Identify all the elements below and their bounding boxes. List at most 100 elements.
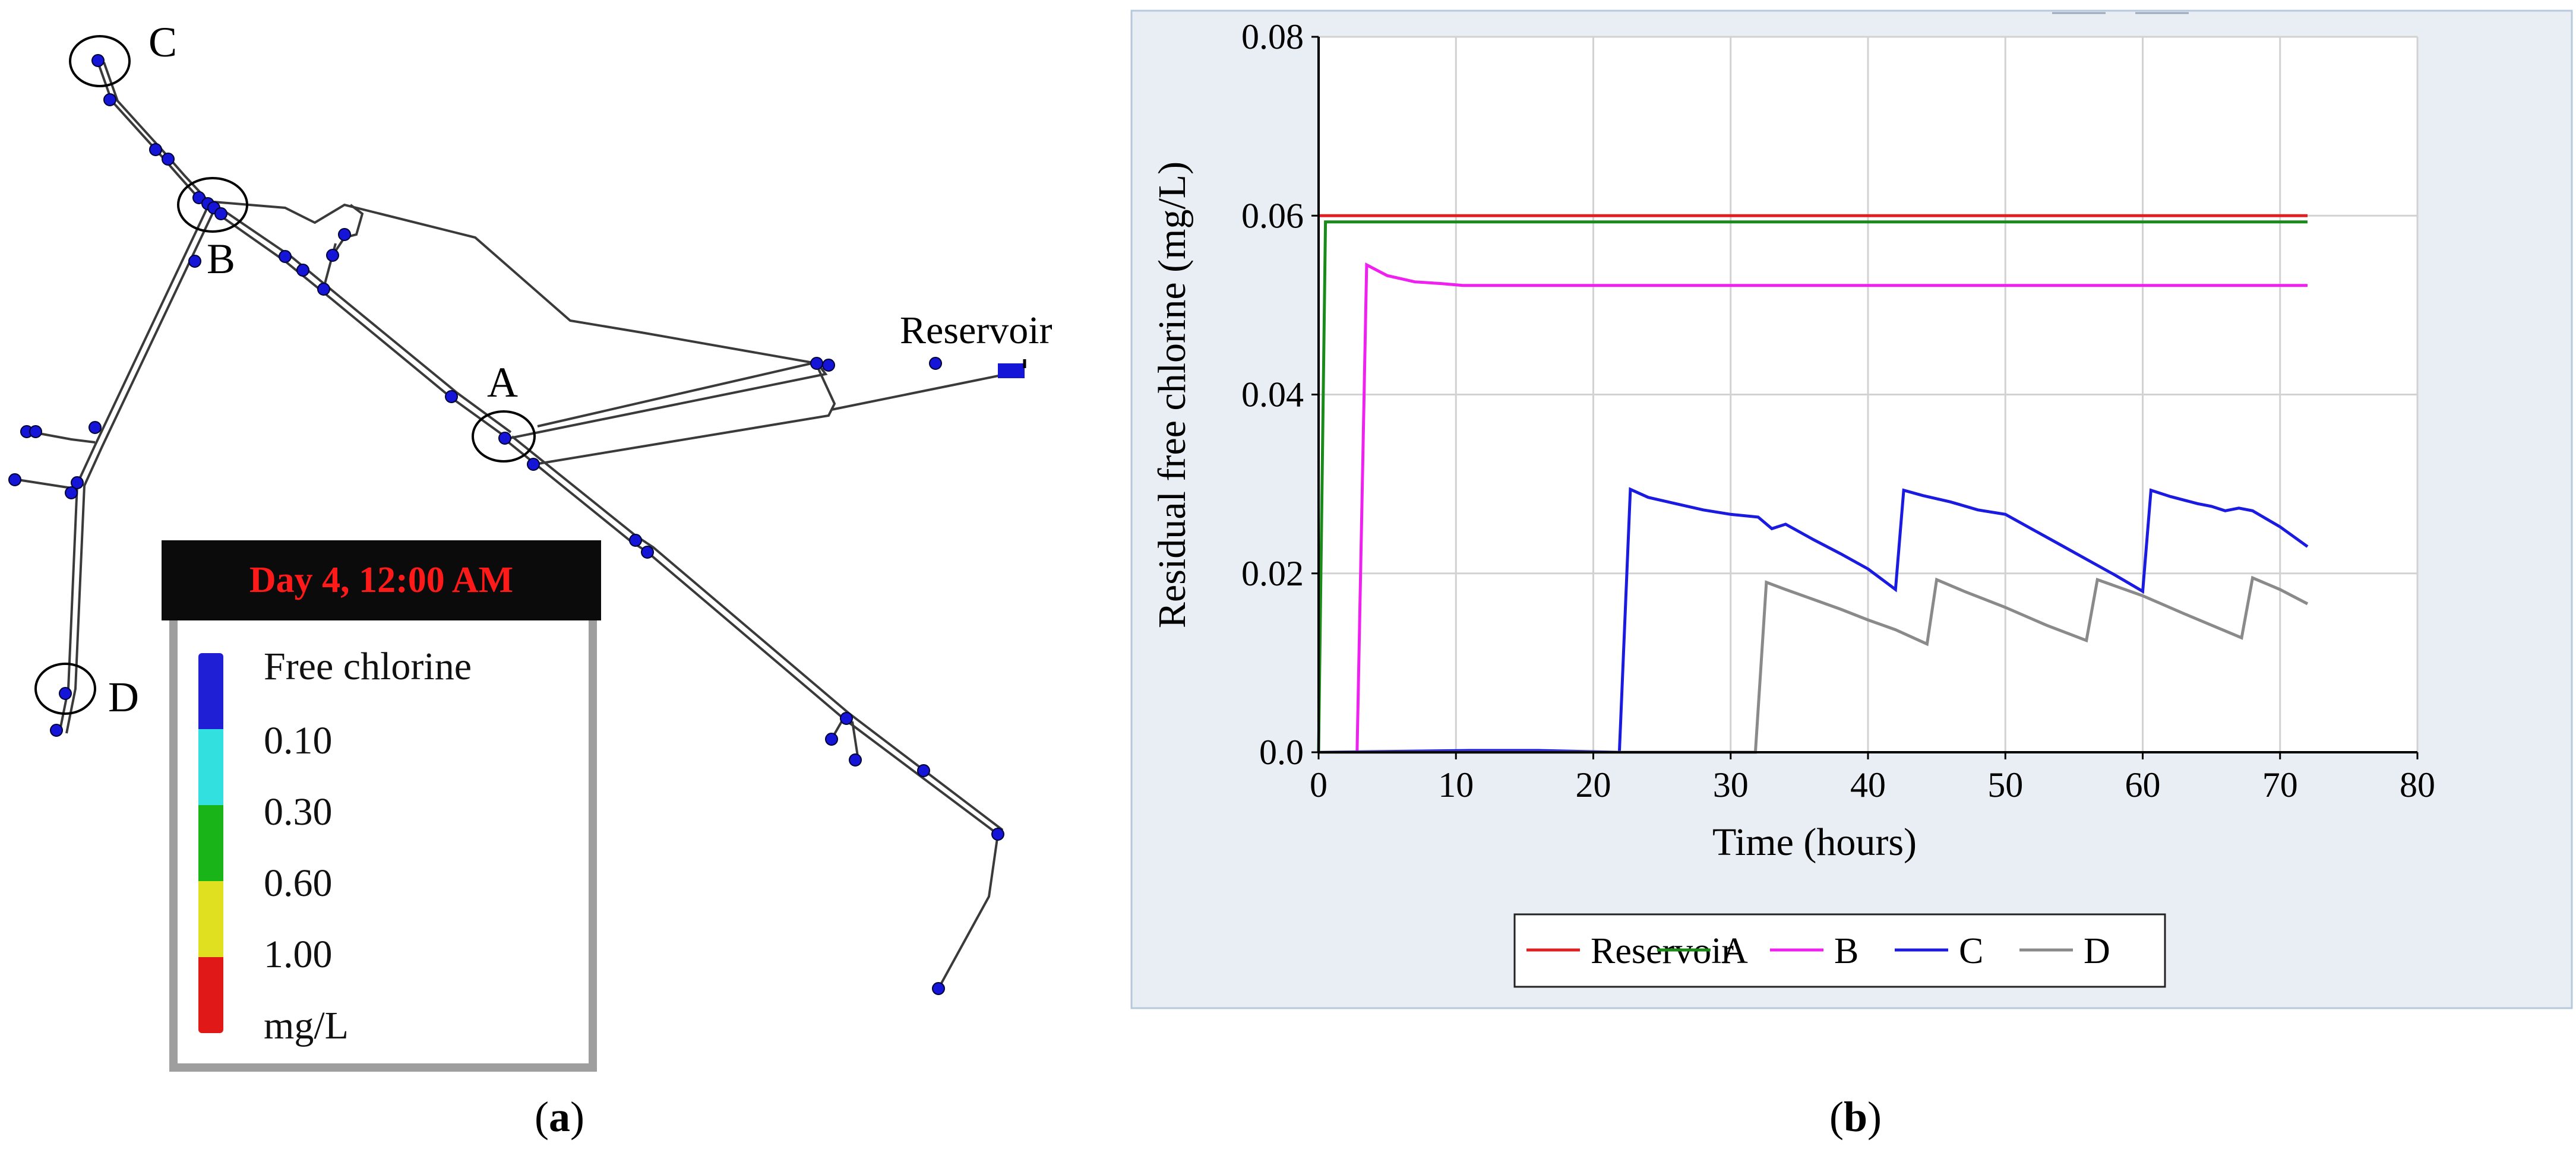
x-tick-label: 30 xyxy=(1713,765,1749,805)
caption-a: (a) xyxy=(535,1093,584,1141)
pipe-b-a-2 xyxy=(210,201,512,433)
node-a-marker xyxy=(472,410,536,463)
series-line-d xyxy=(1319,575,2309,754)
network-node xyxy=(162,153,175,166)
label-b: B xyxy=(207,235,235,283)
legend-label-b: B xyxy=(1834,931,1858,971)
label-d: D xyxy=(108,673,139,721)
network-node xyxy=(50,724,63,737)
network-node xyxy=(641,546,654,559)
legend-level-3: 1.00 xyxy=(264,933,333,976)
y-tick-label: 0.0 xyxy=(1259,733,1304,772)
legend-label-a: A xyxy=(1721,931,1748,971)
legend-colorbar xyxy=(198,653,223,1033)
pipe-north-loop xyxy=(213,201,817,365)
pipe-network-map: C B A D Reservoir xyxy=(8,18,1052,995)
node-b-marker xyxy=(177,177,248,233)
node-d-marker xyxy=(34,663,96,715)
network-node xyxy=(59,687,72,700)
network-node xyxy=(65,486,78,499)
network-node xyxy=(840,712,853,725)
network-node xyxy=(326,249,339,262)
legend-level-0: 0.10 xyxy=(264,719,333,762)
network-node xyxy=(991,828,1004,841)
network-node xyxy=(8,473,21,486)
pipe-west-2 xyxy=(17,479,72,489)
network-node xyxy=(917,764,930,777)
caption-b: (b) xyxy=(1829,1093,1882,1141)
x-tick-label: 60 xyxy=(2125,765,2161,805)
network-node xyxy=(822,359,835,372)
axis-ticks: 0 10 20 30 40 50 60 70 80 0.0 0.02 0.04 0.06 0.08 xyxy=(1241,17,2435,805)
network-node xyxy=(445,390,458,403)
legend-unit: mg/L xyxy=(264,1004,349,1047)
series-line-a xyxy=(1317,220,2308,753)
y-axis-label: Residual free chlorine (mg/L) xyxy=(1150,161,1194,628)
chlorine-chart-panel: 0 10 20 30 40 50 60 70 80 0.0 0.02 0.04 0.06 0.08 Tim… xyxy=(1126,0,2576,1153)
label-c: C xyxy=(148,18,177,66)
residual-chlorine-chart: 0 10 20 30 40 50 60 70 80 0.0 0.02 0.04 0.06 0.08 Tim… xyxy=(1130,9,2573,1009)
x-tick-label: 20 xyxy=(1576,765,1611,805)
network-node xyxy=(825,733,838,746)
x-tick-label: 40 xyxy=(1850,765,1886,805)
chart-series xyxy=(1317,214,2309,754)
legend-level-1: 0.30 xyxy=(264,790,333,834)
network-node xyxy=(810,357,823,370)
network-node xyxy=(498,432,511,445)
legend-timestamp: Day 4, 12:00 AM xyxy=(162,540,601,620)
network-node xyxy=(527,458,540,471)
network-node xyxy=(849,753,862,767)
pipe-to-reservoir xyxy=(831,370,1022,411)
legend-color-4 xyxy=(198,957,223,1033)
pipe-c-b-2 xyxy=(103,62,218,209)
pipe-north-branch xyxy=(331,204,364,256)
concentration-legend: Free chlorine 0.10 0.30 0.60 1.00 mg/L xyxy=(169,620,597,1072)
label-a: A xyxy=(487,359,518,406)
x-axis-label: Time (hours) xyxy=(1712,821,1917,864)
x-tick-label: 80 xyxy=(2400,765,2435,805)
reservoir-marker xyxy=(998,363,1025,378)
network-node xyxy=(629,534,642,547)
network-node xyxy=(88,421,102,434)
x-tick-label: 10 xyxy=(1438,765,1474,805)
network-node xyxy=(338,228,351,241)
legend-label-c: C xyxy=(1959,931,1983,971)
legend-label-d: D xyxy=(2084,931,2110,971)
network-node xyxy=(279,250,292,263)
legend-color-1 xyxy=(198,729,223,805)
network-node xyxy=(71,476,84,489)
y-tick-label: 0.08 xyxy=(1241,17,1304,56)
pipe-b-a xyxy=(204,204,506,438)
legend-color-0 xyxy=(198,653,223,729)
pipe-b-d-2 xyxy=(65,210,215,734)
network-node xyxy=(214,207,227,220)
y-tick-label: 0.04 xyxy=(1241,375,1304,414)
network-node xyxy=(29,425,42,438)
network-node xyxy=(103,93,116,106)
pipe-south xyxy=(937,834,999,989)
pipe-a-loop-2 xyxy=(534,365,836,465)
x-tick-label: 0 xyxy=(1310,765,1327,805)
series-line-b xyxy=(1319,262,2308,754)
pipe-a-se-2 xyxy=(511,435,1004,831)
node-c-marker xyxy=(69,35,131,87)
label-reservoir: Reservoir xyxy=(900,309,1052,352)
pipe-west-1 xyxy=(32,431,96,444)
network-node xyxy=(296,264,309,277)
legend-color-3 xyxy=(198,881,223,957)
network-node xyxy=(317,283,330,296)
network-node xyxy=(149,143,162,156)
legend-level-2: 0.60 xyxy=(264,862,333,905)
network-node xyxy=(188,255,201,268)
series-line-c xyxy=(1318,487,2309,754)
legend-title: Free chlorine xyxy=(264,645,472,688)
y-tick-label: 0.06 xyxy=(1241,196,1304,235)
network-map-panel: C B A D Reservoir Free chlorine 0.10 0.3… xyxy=(0,0,1129,1153)
pipe-a-loop xyxy=(509,360,828,439)
network-node xyxy=(192,191,206,204)
network-node xyxy=(91,54,105,67)
y-tick-label: 0.02 xyxy=(1241,554,1304,593)
network-node xyxy=(932,982,945,995)
chart-grid xyxy=(1319,36,2419,752)
